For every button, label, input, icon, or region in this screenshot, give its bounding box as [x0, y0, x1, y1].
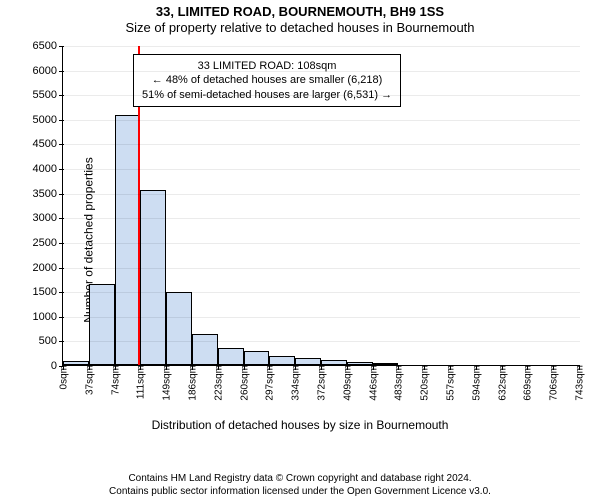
y-tick: 5500	[33, 89, 63, 101]
gridline	[63, 194, 580, 195]
plot-area: 33 LIMITED ROAD: 108sqm ← 48% of detache…	[62, 46, 580, 366]
x-tick: 632sqm	[495, 365, 508, 401]
footer-line1: Contains HM Land Registry data © Crown c…	[0, 473, 600, 486]
y-tick: 4500	[33, 138, 63, 150]
x-tick: 37sqm	[82, 365, 95, 395]
y-tick: 4000	[33, 163, 63, 175]
bar	[244, 351, 270, 365]
x-tick: 409sqm	[340, 365, 353, 401]
x-tick: 186sqm	[185, 365, 198, 401]
x-tick: 334sqm	[289, 365, 302, 401]
bar	[269, 356, 295, 365]
gridline	[63, 341, 580, 342]
callout-line2: ← 48% of detached houses are smaller (6,…	[142, 73, 392, 87]
y-tick: 2500	[33, 237, 63, 249]
callout-box: 33 LIMITED ROAD: 108sqm ← 48% of detache…	[133, 54, 401, 107]
y-tick: 1500	[33, 286, 63, 298]
y-tick: 1000	[33, 311, 63, 323]
chart-area: Number of detached properties 33 LIMITED…	[0, 40, 600, 440]
bar	[115, 115, 141, 365]
title-line2: Size of property relative to detached ho…	[0, 20, 600, 36]
gridline	[63, 120, 580, 121]
chart-title: 33, LIMITED ROAD, BOURNEMOUTH, BH9 1SS S…	[0, 0, 600, 37]
title-line1: 33, LIMITED ROAD, BOURNEMOUTH, BH9 1SS	[0, 4, 600, 20]
y-tick: 5000	[33, 114, 63, 126]
x-tick: 0sqm	[57, 365, 70, 389]
bar	[295, 358, 321, 365]
y-tick: 3000	[33, 212, 63, 224]
gridline	[63, 95, 580, 96]
x-tick: 483sqm	[392, 365, 405, 401]
gridline	[63, 46, 580, 47]
gridline	[63, 292, 580, 293]
y-tick: 2000	[33, 262, 63, 274]
x-tick: 743sqm	[572, 365, 585, 401]
gridline	[63, 71, 580, 72]
gridline	[63, 218, 580, 219]
y-tick: 500	[39, 335, 63, 347]
gridline	[63, 169, 580, 170]
x-tick: 706sqm	[547, 365, 560, 401]
bar	[218, 348, 244, 365]
y-tick: 6000	[33, 65, 63, 77]
x-tick: 297sqm	[263, 365, 276, 401]
x-tick: 74sqm	[108, 365, 121, 395]
bar	[89, 284, 115, 365]
x-axis-label: Distribution of detached houses by size …	[0, 418, 600, 432]
x-tick: 594sqm	[469, 365, 482, 401]
x-tick: 557sqm	[443, 365, 456, 401]
x-tick: 669sqm	[521, 365, 534, 401]
footer-line2: Contains public sector information licen…	[0, 486, 600, 499]
x-tick: 520sqm	[418, 365, 431, 401]
bar	[166, 292, 192, 365]
bar	[192, 334, 218, 365]
x-tick: 111sqm	[134, 365, 147, 399]
x-tick: 149sqm	[160, 365, 173, 401]
x-tick: 446sqm	[366, 365, 379, 401]
x-tick: 260sqm	[237, 365, 250, 401]
x-tick: 372sqm	[314, 365, 327, 401]
gridline	[63, 268, 580, 269]
gridline	[63, 243, 580, 244]
gridline	[63, 144, 580, 145]
gridline	[63, 317, 580, 318]
x-tick: 223sqm	[211, 365, 224, 401]
bar	[140, 190, 166, 365]
y-tick: 3500	[33, 188, 63, 200]
y-tick: 6500	[33, 40, 63, 52]
footer: Contains HM Land Registry data © Crown c…	[0, 473, 600, 498]
